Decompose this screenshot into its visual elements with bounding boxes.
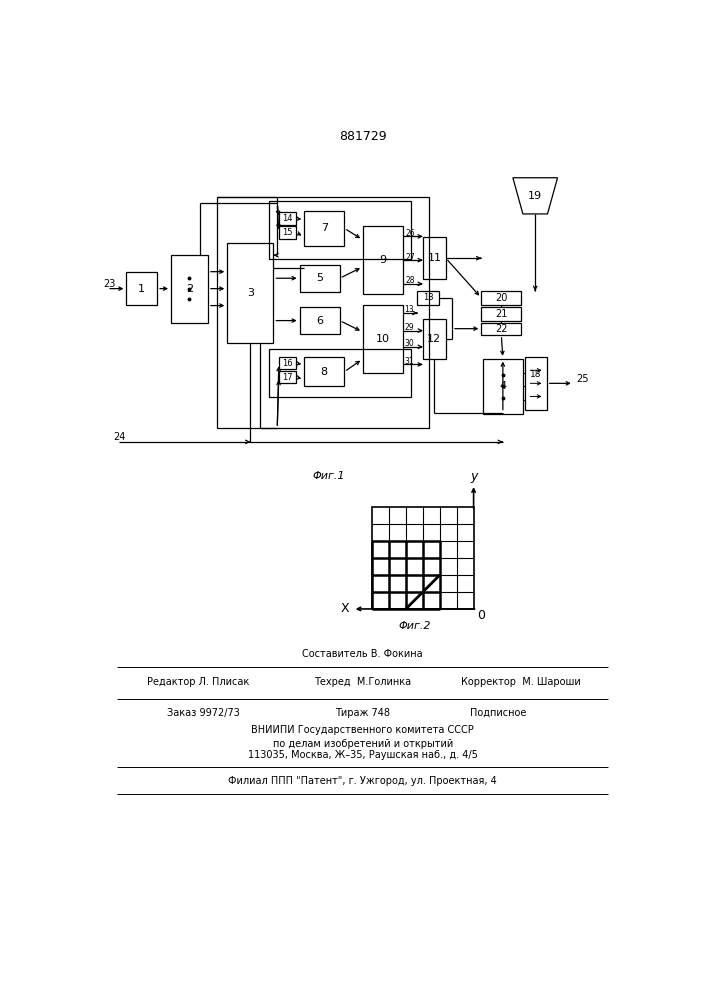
Bar [227,243,274,343]
Bar [127,272,157,305]
Text: Составитель В. Фокина: Составитель В. Фокина [303,649,423,659]
Text: 22: 22 [495,324,508,334]
Text: 24: 24 [113,432,126,442]
Text: Φиг.2: Φиг.2 [399,621,431,631]
Bar [279,226,296,239]
Text: 16: 16 [282,359,293,368]
Bar [423,237,446,279]
Text: 13: 13 [404,305,414,314]
Bar [423,319,446,359]
Bar [481,307,521,321]
Text: 5: 5 [316,273,323,283]
Text: X: X [341,602,349,615]
Text: 23: 23 [103,279,116,289]
Bar [417,291,439,305]
Text: Заказ 9972/73: Заказ 9972/73 [167,708,240,718]
Text: 0: 0 [477,609,485,622]
Bar [279,357,296,369]
Bar [363,226,403,294]
Bar [525,357,547,410]
Text: Тираж 748: Тираж 748 [335,708,390,718]
Text: 25: 25 [576,374,588,384]
Text: ВНИИПИ Государственного комитета СССР: ВНИИПИ Государственного комитета СССР [252,725,474,735]
Text: 4: 4 [499,381,506,391]
Text: 8: 8 [321,367,328,377]
Text: 30: 30 [404,339,414,348]
Text: 19: 19 [528,191,542,201]
Text: 10: 10 [375,334,390,344]
Bar [300,307,339,334]
Text: 15: 15 [282,228,293,237]
Bar [171,255,208,323]
Text: 11: 11 [427,253,441,263]
Bar [269,201,411,259]
Bar [363,305,403,373]
Text: 12: 12 [427,334,441,344]
Text: 3: 3 [247,288,254,298]
Bar [279,371,296,383]
Bar [300,265,339,292]
Bar [269,349,411,397]
Bar [217,197,429,428]
Text: по делам изобретений и открытий: по делам изобретений и открытий [273,739,453,749]
Text: Корректор  М. Шароши: Корректор М. Шароши [462,677,581,687]
Text: 29: 29 [404,323,414,332]
Text: 14: 14 [282,214,293,223]
Text: 1: 1 [139,284,145,294]
Bar [481,323,521,335]
Text: 31: 31 [404,357,414,366]
Text: Филиал ППП "Патент", г. Ужгород, ул. Проектная, 4: Филиал ППП "Патент", г. Ужгород, ул. Про… [228,776,497,786]
Bar [483,359,523,414]
Text: 881729: 881729 [339,130,387,143]
Text: 18: 18 [530,370,542,379]
Text: 26: 26 [405,229,415,238]
Text: Редактор Л. Плисак: Редактор Л. Плисак [147,677,249,687]
Bar [279,212,296,225]
Text: 21: 21 [495,309,508,319]
Text: Подписное: Подписное [470,708,527,718]
Text: 9: 9 [379,255,386,265]
Text: 17: 17 [282,373,293,382]
Text: y: y [470,470,477,483]
Bar [304,357,344,386]
Polygon shape [513,178,558,214]
Text: 28: 28 [405,276,414,285]
Text: 13: 13 [423,293,433,302]
Text: 7: 7 [321,223,328,233]
Text: 27: 27 [405,253,415,262]
Bar [481,291,521,305]
Bar [304,211,344,246]
Text: 2: 2 [186,284,193,294]
Text: 20: 20 [495,293,508,303]
Text: 113035, Москва, Ж–35, Раушская наб., д. 4/5: 113035, Москва, Ж–35, Раушская наб., д. … [247,750,478,760]
Text: Техред  М.Голинка: Техред М.Голинка [314,677,411,687]
Text: 6: 6 [316,316,323,326]
Bar [372,507,474,609]
Text: Φиг.1: Φиг.1 [312,471,345,481]
